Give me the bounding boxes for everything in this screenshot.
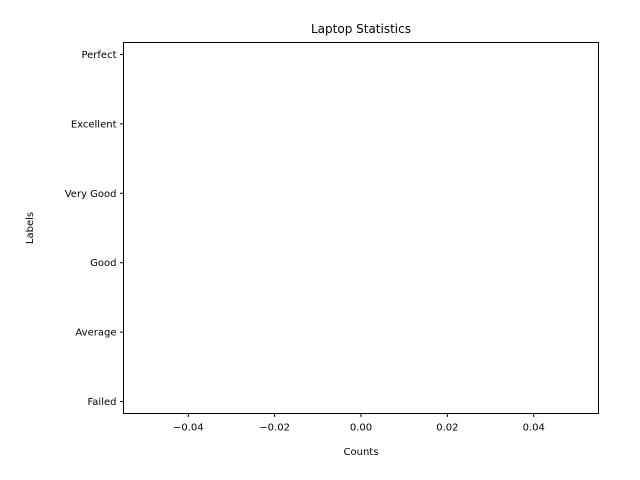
x-tick-label: −0.02	[259, 423, 290, 434]
y-axis-label: Labels	[25, 212, 36, 244]
x-tick-label: 0.04	[523, 423, 545, 434]
y-tick-label: Very Good	[65, 189, 117, 200]
y-axis: Failed Average Good Very Good Excellent Perfe…	[65, 50, 124, 408]
y-tick-label: Good	[90, 258, 116, 269]
y-tick-label: Perfect	[81, 50, 116, 61]
x-axis-label: Counts	[344, 447, 379, 458]
y-tick-label: Average	[75, 328, 116, 339]
x-tick-label: 0.00	[350, 423, 372, 434]
x-axis: −0.04 −0.02 0.00 0.02 0.04	[173, 413, 545, 434]
y-tick-label: Failed	[87, 397, 116, 408]
x-tick-label: 0.02	[436, 423, 458, 434]
plot-area-frame	[123, 42, 599, 414]
chart-title: Laptop Statistics	[311, 22, 411, 36]
x-tick-label: −0.04	[173, 423, 204, 434]
y-tick-label: Excellent	[71, 119, 117, 130]
